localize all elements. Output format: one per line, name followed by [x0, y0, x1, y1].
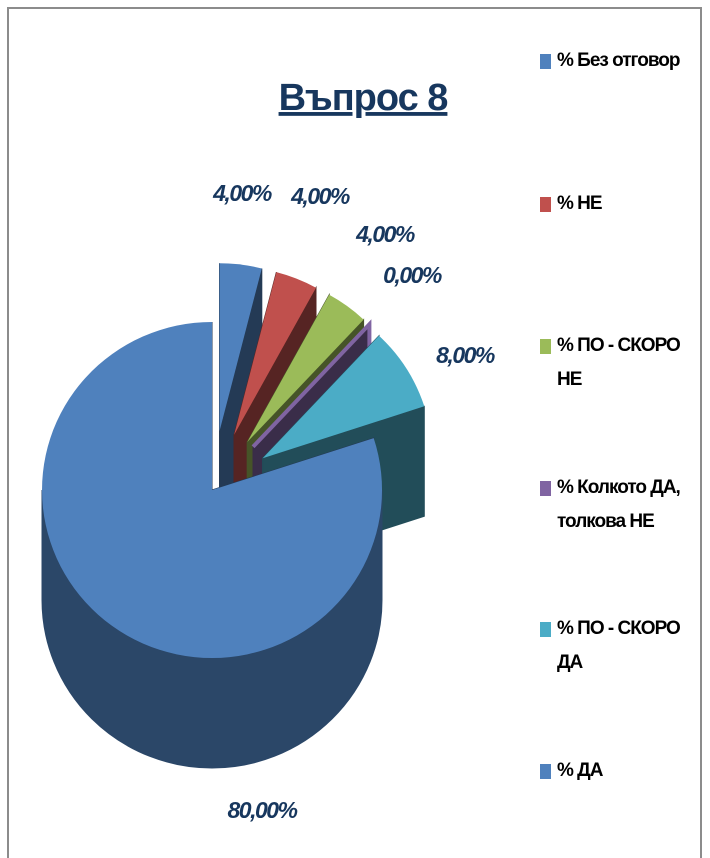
slice	[247, 294, 364, 443]
legend-swatch	[540, 197, 551, 212]
legend-label: % ПО - СКОРО НЕ	[557, 335, 681, 390]
legend-label: % ПО - СКОРО ДА	[557, 618, 681, 673]
slice	[219, 263, 262, 432]
chart-border	[7, 7, 702, 858]
legend-swatch	[540, 54, 551, 69]
data-label: 0,00%	[383, 262, 442, 288]
slice	[234, 272, 316, 435]
legend-swatch	[540, 622, 551, 637]
data-label: 4,00%	[355, 221, 415, 247]
legend-label: % Колкото ДА, толкова НЕ	[557, 477, 681, 532]
data-label: 4,00%	[290, 183, 350, 209]
legend-swatch	[540, 339, 551, 354]
slice	[42, 322, 383, 658]
slice	[262, 335, 425, 459]
data-label: 8,00%	[436, 342, 495, 368]
legend-swatch	[540, 481, 551, 496]
legend-item: % ПО - СКОРО НЕ	[540, 335, 702, 397]
data-label: 4,00%	[212, 180, 272, 206]
legend-item: % Без отговор	[540, 50, 702, 78]
legend-item: % Колкото ДА, толкова НЕ	[540, 477, 702, 539]
data-label: 80,00%	[227, 797, 297, 823]
legend-label: % ДА	[557, 760, 603, 781]
legend-label: % НЕ	[557, 193, 603, 214]
legend-item: % ДА	[540, 760, 702, 788]
chart-title: Въпрос 8	[279, 77, 448, 119]
legend-label: % Без отговор	[557, 50, 680, 71]
legend-swatch	[540, 764, 551, 779]
legend-item: % ПО - СКОРО ДА	[540, 618, 702, 680]
legend-item: % НЕ	[540, 193, 702, 221]
